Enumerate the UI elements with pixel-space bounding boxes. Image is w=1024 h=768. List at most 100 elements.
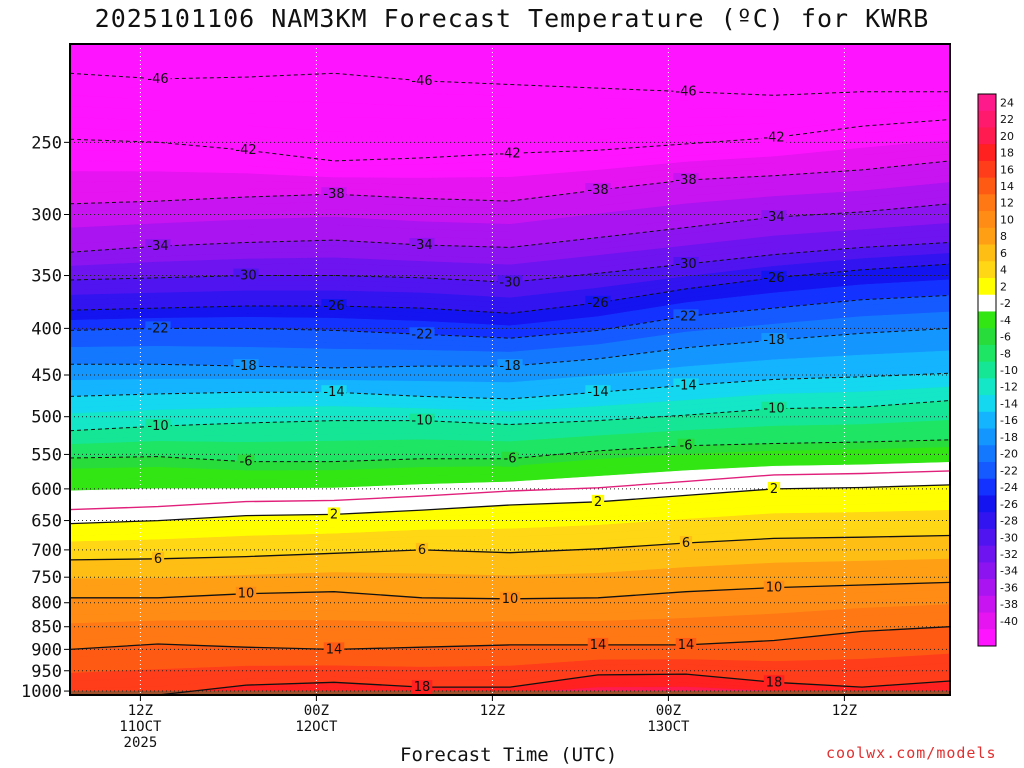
isotherm-label: -6 <box>677 438 695 454</box>
isotherm-label: -30 <box>497 275 523 291</box>
colorbar-swatch <box>978 160 996 179</box>
isotherm-label: -34 <box>145 239 171 255</box>
isotherm-line <box>70 203 950 253</box>
colorbar-label: -8 <box>1000 347 1011 360</box>
colorbar-label: 18 <box>1000 147 1014 160</box>
svg-text:-22: -22 <box>675 309 696 324</box>
isotherm-label: -18 <box>497 359 523 375</box>
svg-text:2: 2 <box>594 495 602 510</box>
y-tick-label: 600 <box>31 480 62 500</box>
colorbar-label: 24 <box>1000 96 1014 109</box>
isotherm-label: 2 <box>767 481 781 497</box>
svg-text:-14: -14 <box>323 385 344 400</box>
colorbar-label: -38 <box>1000 598 1018 611</box>
colorbar-swatch <box>978 612 996 630</box>
y-tick-label: 700 <box>31 541 62 561</box>
colorbar-label: 20 <box>1000 130 1014 143</box>
svg-text:2: 2 <box>770 482 778 497</box>
colorbar-swatch <box>978 211 996 229</box>
isotherm-label: -26 <box>321 298 347 314</box>
y-tick-label: 950 <box>31 662 62 682</box>
y-tick: 400 <box>31 319 70 339</box>
isotherm-label: -34 <box>409 237 435 253</box>
y-tick-label: 450 <box>31 366 62 386</box>
colorbar-label: -40 <box>1000 615 1018 628</box>
isotherm-label: -46 <box>673 84 699 100</box>
isotherm-label: -14 <box>673 378 699 394</box>
colorbar-frame <box>977 93 997 647</box>
colorbar-label: -18 <box>1000 431 1018 444</box>
colorbar-swatch <box>978 244 996 262</box>
colorbar-label: 4 <box>1000 264 1007 277</box>
x-tick-label: 00Z <box>304 703 329 719</box>
isotherm-label: -26 <box>585 295 611 311</box>
isotherm-label: 10 <box>763 580 785 596</box>
colorbar-swatch <box>978 478 996 496</box>
isotherm-label: 2 <box>327 507 341 523</box>
y-tick-label: 350 <box>31 267 62 287</box>
isotherm-line <box>70 534 950 561</box>
y-tick: 550 <box>31 445 70 465</box>
isotherm-line <box>70 160 950 205</box>
svg-text:-14: -14 <box>675 378 696 393</box>
svg-text:-10: -10 <box>147 419 168 434</box>
isotherm-label: -26 <box>761 270 787 286</box>
svg-text:-42: -42 <box>235 143 256 158</box>
colorbar-swatch <box>978 562 996 580</box>
svg-text:-30: -30 <box>675 257 696 272</box>
colorbar-swatch <box>978 545 996 563</box>
svg-text:-34: -34 <box>763 210 784 225</box>
svg-text:18: 18 <box>766 675 783 690</box>
colorbar-swatch <box>978 227 996 246</box>
ground-fill <box>70 691 950 695</box>
isotherm-label: -38 <box>321 187 347 203</box>
isotherm-line <box>129 673 950 695</box>
x-axis-label: Forecast Time (UTC) <box>400 744 618 766</box>
y-tick-label: 800 <box>31 594 62 614</box>
svg-text:-46: -46 <box>675 85 696 100</box>
x-tick-label: 12Z <box>480 703 505 719</box>
svg-text:-6: -6 <box>240 455 253 470</box>
svg-text:14: 14 <box>678 638 695 653</box>
colorbar-label: -26 <box>1000 498 1018 511</box>
colorbar-swatch <box>978 127 996 145</box>
y-tick: 250 <box>31 133 70 153</box>
y-tick-label: 500 <box>31 408 62 428</box>
colorbar-label: -4 <box>1000 314 1011 327</box>
freezing-band <box>70 470 950 524</box>
colorbar-swatch <box>978 512 996 530</box>
colorbar-label: -14 <box>1000 397 1018 410</box>
y-tick-label: 850 <box>31 618 62 638</box>
isotherm-label: -42 <box>761 130 787 146</box>
svg-text:-18: -18 <box>235 359 256 374</box>
colorbar-swatch <box>978 428 996 446</box>
isotherm-label: -10 <box>145 419 171 435</box>
colorbar-label: -2 <box>1000 297 1011 310</box>
y-tick-label: 550 <box>31 445 62 465</box>
svg-text:10: 10 <box>766 581 783 596</box>
colorbar-label: -24 <box>1000 481 1018 494</box>
isotherm-label: -30 <box>233 268 259 284</box>
svg-text:-42: -42 <box>763 131 784 146</box>
isotherm-line <box>70 484 950 525</box>
colorbar-swatch <box>978 278 996 296</box>
svg-text:-6: -6 <box>680 439 693 454</box>
svg-text:-26: -26 <box>323 299 344 314</box>
svg-text:10: 10 <box>502 592 519 607</box>
x-tick-label: 12OCT <box>295 719 338 735</box>
colorbar-swatch <box>978 94 996 112</box>
isotherm-label: -18 <box>233 359 259 375</box>
isotherm-label: 6 <box>679 536 693 552</box>
isotherm-label: 10 <box>499 591 521 607</box>
svg-text:-10: -10 <box>411 414 432 429</box>
y-tick: 450 <box>31 366 70 386</box>
colorbar-swatch <box>978 328 996 346</box>
y-tick-label: 400 <box>31 319 62 339</box>
credit-link[interactable]: coolwx.com/models <box>826 744 997 762</box>
isotherm-label: -22 <box>409 327 435 343</box>
colorbar-label: -10 <box>1000 364 1018 377</box>
colorbar-label: 10 <box>1000 213 1014 226</box>
